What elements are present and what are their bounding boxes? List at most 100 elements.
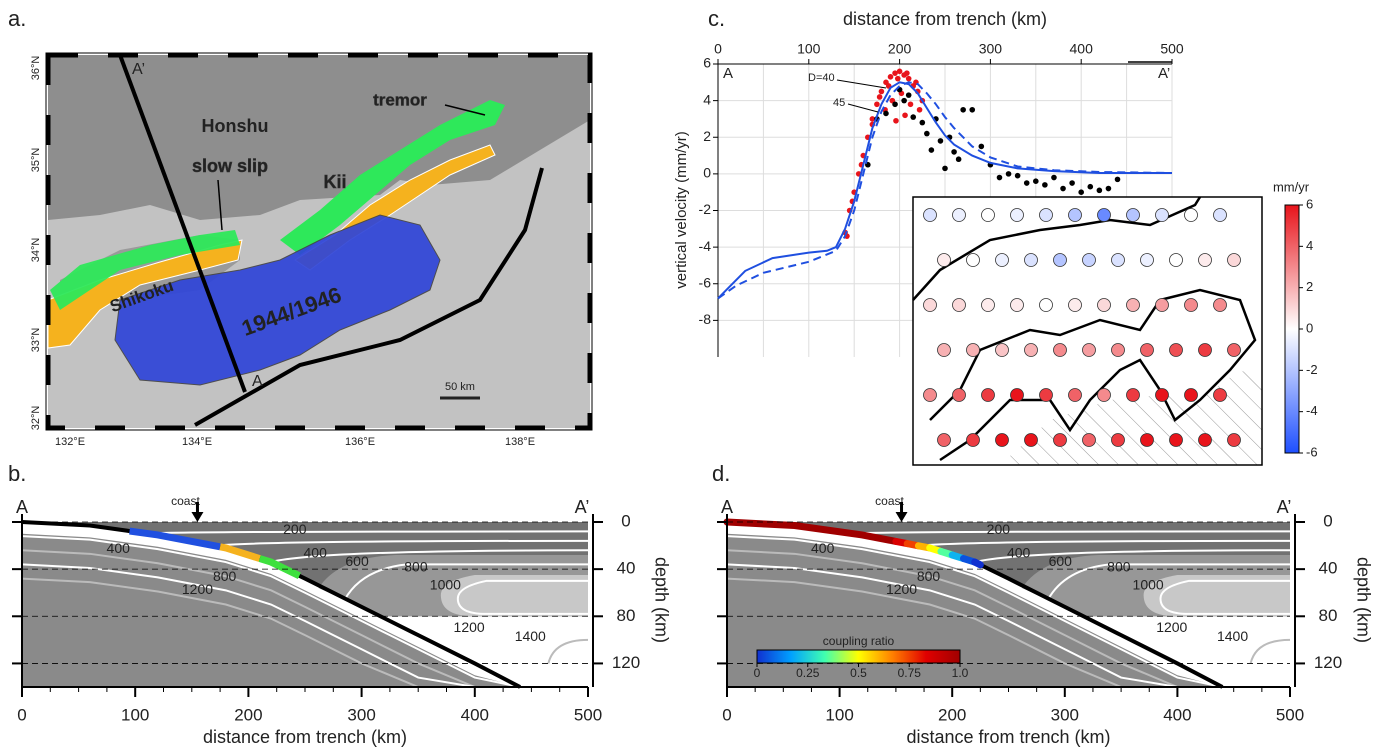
- station: [1227, 253, 1241, 267]
- contour-label: 1000: [430, 576, 461, 592]
- station: [1213, 208, 1227, 222]
- point: [905, 92, 912, 98]
- coupling-segment: [723, 518, 900, 545]
- station: [1024, 343, 1038, 357]
- station: [1097, 298, 1111, 312]
- point: [916, 106, 923, 113]
- x-tick-label: 100: [825, 705, 853, 724]
- end-label: A: [16, 497, 28, 517]
- station: [1082, 253, 1096, 267]
- y-tick-label: -2: [699, 201, 712, 217]
- lon-label: 138°E: [505, 436, 535, 448]
- map-label: slow slip: [192, 156, 268, 176]
- contour-line: [343, 563, 588, 601]
- leader: [847, 103, 879, 113]
- point: [874, 101, 880, 108]
- lat-label: 36°N: [30, 56, 42, 81]
- colorbar-tick-label: -2: [1306, 362, 1318, 377]
- x-tick-label: 100: [121, 705, 149, 724]
- end-label: A’: [1158, 65, 1170, 82]
- point: [894, 75, 901, 82]
- y-tick-label: 6: [703, 55, 711, 71]
- slip-zone: [129, 527, 221, 551]
- point: [893, 117, 899, 124]
- y-tick-label: 80: [617, 606, 636, 625]
- point: [1096, 187, 1103, 194]
- lat-label: 33°N: [30, 328, 42, 353]
- x-tick-label: 500: [1276, 705, 1304, 724]
- contour-label: 1000: [1133, 576, 1164, 592]
- station: [1039, 388, 1053, 402]
- station: [952, 208, 966, 222]
- station: [995, 343, 1009, 357]
- contour-label: 600: [345, 553, 369, 569]
- map-label: Kii: [323, 172, 346, 192]
- station: [1111, 433, 1125, 447]
- station: [952, 388, 966, 402]
- contour-label: 800: [213, 568, 237, 584]
- panel-label: b.: [8, 461, 26, 486]
- point: [937, 138, 944, 144]
- station: [1140, 343, 1154, 357]
- station: [1024, 253, 1038, 267]
- colorbar-tick-label: 0.75: [898, 666, 922, 680]
- point: [942, 165, 948, 172]
- lon-label: 132°E: [55, 436, 85, 448]
- x-tick-label: 400: [1070, 41, 1094, 57]
- y-axis-title: vertical velocity (mm/yr): [673, 131, 690, 289]
- point: [969, 106, 976, 113]
- colorbar-tick-label: 6: [1306, 196, 1313, 211]
- station: [1097, 208, 1111, 222]
- contour-line: [1159, 579, 1290, 615]
- point: [910, 114, 917, 120]
- y-tick-label: 40: [1319, 559, 1338, 578]
- colorbar-tick-label: 1.0: [952, 666, 969, 680]
- point: [1042, 182, 1048, 188]
- y-tick-label: 40: [617, 559, 636, 578]
- slip-zone: [219, 543, 261, 562]
- station: [923, 388, 937, 402]
- contour-label: 800: [1107, 559, 1131, 575]
- inset-border: [912, 196, 1263, 466]
- x-tick-label: 400: [461, 705, 489, 724]
- contour-line: [21, 549, 521, 688]
- contour-label: 400: [304, 545, 328, 561]
- x-tick-label: 0: [714, 41, 722, 57]
- contour-line: [1047, 563, 1290, 601]
- contour-line: [21, 563, 521, 688]
- station: [1126, 298, 1140, 312]
- point: [1023, 180, 1030, 186]
- point: [904, 70, 910, 76]
- point: [955, 156, 962, 163]
- point: [1105, 185, 1112, 192]
- contour-line: [974, 549, 1291, 564]
- map-label: tremor: [373, 90, 427, 109]
- station: [981, 208, 995, 222]
- station: [1010, 298, 1024, 312]
- contour-label: 1200: [1156, 619, 1187, 635]
- contour-label: 800: [404, 559, 428, 575]
- x-tick-label: 500: [1160, 41, 1184, 57]
- point: [907, 101, 914, 108]
- station: [1024, 433, 1038, 447]
- lat-label: 32°N: [30, 406, 42, 431]
- contour-line: [726, 563, 1223, 688]
- end-label: A’: [1277, 497, 1292, 517]
- x-axis-title: distance from trench (km): [906, 727, 1110, 747]
- x-axis-title: distance from trench (km): [203, 727, 407, 747]
- point: [892, 70, 898, 76]
- station: [1068, 208, 1082, 222]
- point: [1033, 178, 1039, 184]
- station: [1140, 433, 1154, 447]
- station: [995, 433, 1009, 447]
- panel-label: d.: [712, 461, 730, 486]
- point: [878, 88, 885, 95]
- coast-label: coast: [875, 494, 904, 508]
- station: [1010, 208, 1024, 222]
- point: [1005, 171, 1012, 177]
- station: [1213, 298, 1227, 312]
- point: [924, 130, 930, 137]
- lat-label: 35°N: [30, 148, 42, 173]
- contour-label: 400: [107, 540, 131, 556]
